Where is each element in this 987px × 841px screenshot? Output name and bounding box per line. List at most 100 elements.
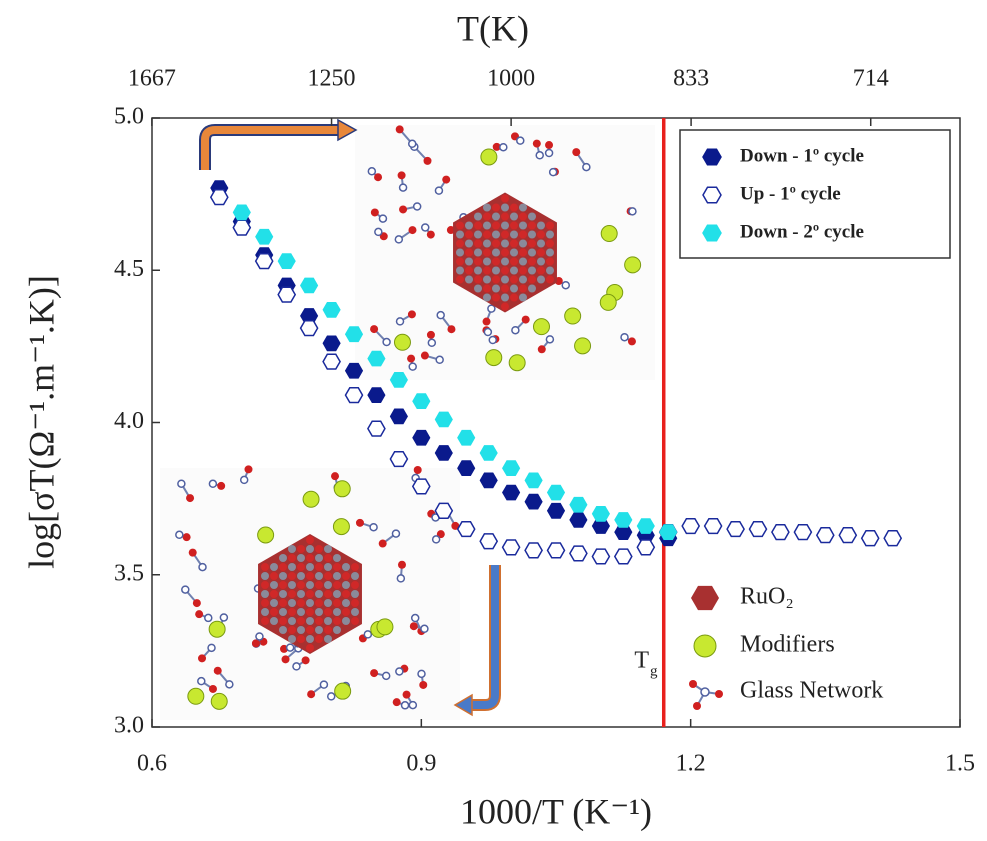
ruo2-atom [306, 554, 314, 562]
ruo2-atom [546, 221, 554, 230]
ruo2-atom [483, 248, 491, 257]
ruo2-atom [528, 266, 536, 275]
ruo2-atom [324, 563, 332, 571]
data-point [546, 484, 566, 501]
modifier [376, 618, 394, 636]
ruo2-atom [297, 608, 305, 616]
oxygen [301, 656, 310, 665]
oxygen [426, 330, 435, 339]
x2-tick-label: 714 [853, 66, 889, 92]
tg-label: T [634, 648, 649, 674]
ruo2-atom [519, 293, 527, 302]
x-tick-label: 0.9 [406, 751, 436, 777]
oxygen [198, 654, 207, 663]
network-atom [239, 475, 249, 485]
network-atom [435, 355, 444, 365]
ruo2-atom [492, 221, 500, 230]
network-atom [175, 530, 184, 540]
data-point [524, 542, 543, 559]
network-atom [207, 643, 216, 653]
legend-box [679, 129, 951, 259]
oxygen-icon [715, 690, 723, 698]
ruo2-atom [297, 572, 305, 580]
ruo2-atom [270, 617, 278, 625]
data-point [367, 350, 386, 367]
network-atom [398, 183, 408, 192]
ruo2-atom [324, 599, 332, 607]
network-atom [382, 337, 391, 347]
network-atom [410, 613, 420, 623]
x2-tick-label: 1667 [128, 66, 176, 92]
network-atom [620, 332, 629, 342]
data-point [367, 387, 386, 403]
ruo2-atom [297, 635, 305, 643]
oxygen [182, 533, 191, 542]
ruo2-atom [456, 248, 464, 257]
inset-legend: RuO₂ Modifiers Glass Network [689, 584, 883, 710]
oxygen [442, 175, 451, 184]
oxygen [213, 666, 222, 675]
ruo2-atom [342, 581, 350, 589]
ruo2-atom [324, 554, 332, 562]
network-atom [319, 680, 329, 689]
modifier [333, 480, 351, 498]
ruo2-atom [492, 275, 500, 284]
data-point [300, 277, 319, 294]
ruo2-atom [474, 230, 482, 239]
oxygen [426, 230, 435, 239]
ruo2-atom [519, 248, 527, 257]
oxygen [492, 142, 501, 151]
ruo2-atom [501, 230, 509, 239]
ruo2-atom [519, 275, 527, 284]
ruo2-atom [288, 563, 296, 571]
oxygen [186, 494, 195, 503]
data-point [726, 520, 745, 538]
ruo2-atom [537, 230, 545, 239]
ruo2-atom [315, 554, 323, 562]
oxygen [244, 465, 253, 474]
ruo2-atom [324, 590, 332, 598]
ruo2-atom [501, 275, 509, 284]
ruo2-atom [456, 230, 464, 239]
data-point [322, 353, 341, 370]
top-axis-title: T(K) [457, 8, 529, 48]
data-point [434, 445, 453, 461]
oxygen [370, 208, 379, 217]
oxygen [397, 560, 406, 569]
data-point [546, 502, 566, 519]
ruo2-atom [546, 239, 554, 248]
oxygen [378, 539, 387, 548]
ruo2-icon [691, 585, 719, 611]
x-tick-label: 0.6 [137, 751, 167, 777]
ruo2-atom [483, 212, 491, 221]
data-point [502, 460, 521, 476]
ruo2-atom [546, 230, 554, 239]
ruo2-atom [297, 563, 305, 571]
ruo2-atom [537, 239, 545, 248]
modifier [532, 318, 550, 336]
ruo2-atom [483, 293, 491, 302]
ruo2-atom [492, 284, 500, 293]
ruo2-atom [510, 203, 518, 212]
ruo2-atom [456, 257, 464, 266]
ruo2-atom [456, 239, 464, 248]
data-point [434, 502, 454, 519]
network-atom [487, 304, 496, 313]
ruo2-atom [288, 590, 296, 598]
ruo2-atom [456, 275, 464, 284]
ruo2-atom [528, 212, 536, 221]
oxygen [208, 684, 217, 693]
ruo2-atom [351, 608, 359, 616]
oxygen [370, 325, 379, 334]
oxygen [537, 345, 546, 354]
ruo2-atom [270, 581, 278, 589]
oxygen [281, 655, 290, 664]
ruo2-atom [483, 221, 491, 230]
oxygen [251, 639, 260, 648]
ruo2-atom [279, 590, 287, 598]
ruo2-atom [297, 626, 305, 634]
network-atom [408, 362, 417, 371]
ruo2-atom [501, 302, 509, 311]
data-point [254, 253, 274, 270]
ruo2-atom [510, 266, 518, 275]
